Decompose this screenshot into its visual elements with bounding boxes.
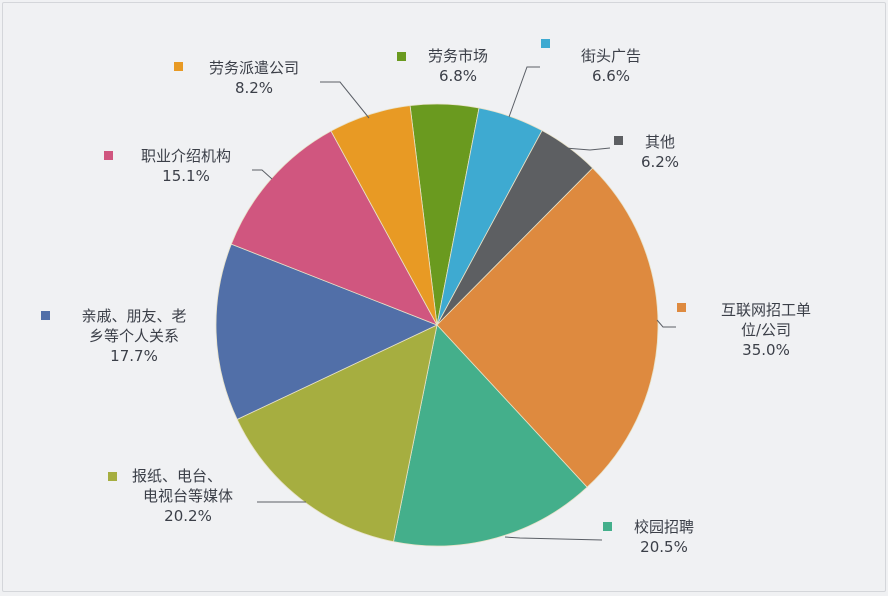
label-percent: 6.6% — [591, 67, 631, 85]
pie-slice-campus — [393, 324, 588, 547]
pie-slice-internet — [436, 167, 659, 488]
label-name: 劳务市场 — [427, 47, 488, 65]
label-media: 报纸、电台、 电视台等媒体 20.2% — [124, 466, 252, 526]
label-name: 互联网招工单 — [720, 301, 811, 319]
label-percent: 20.2% — [164, 507, 212, 525]
leader-line-campus — [504, 536, 603, 541]
label-name: 街头广告 — [580, 47, 641, 65]
label-name: 职业介绍机构 — [140, 147, 231, 165]
leader-line-other — [564, 147, 611, 151]
label-name: 报纸、电台、 — [132, 467, 223, 485]
pie-slices — [215, 103, 659, 547]
leader-line-agency — [252, 169, 273, 180]
leader-line-internet — [656, 319, 676, 328]
label-labor-market: 劳务市场 6.8% — [412, 46, 504, 86]
label-agency: 职业介绍机构 15.1% — [124, 146, 248, 186]
label-percent: 8.2% — [234, 79, 274, 97]
label-relations: 亲戚、朋友、老 乡等个人关系 17.7% — [64, 306, 204, 366]
legend-swatch-internet — [677, 303, 686, 312]
label-name: 位/公司 — [740, 321, 792, 339]
label-percent: 6.2% — [640, 153, 680, 171]
label-street-ads: 街头广告 6.6% — [566, 46, 656, 86]
label-other: 其他 6.2% — [632, 132, 688, 172]
legend-swatch-labor-market — [397, 52, 406, 61]
legend-swatch-other — [614, 136, 623, 145]
label-percent: 15.1% — [162, 167, 210, 185]
leader-line-street-ads — [508, 66, 540, 118]
label-percent: 35.0% — [742, 341, 790, 359]
leader-line-dispatch — [320, 81, 370, 119]
legend-swatch-dispatch — [174, 62, 183, 71]
label-name: 校园招聘 — [633, 518, 694, 536]
label-name: 亲戚、朋友、老 — [81, 307, 187, 325]
label-percent: 20.5% — [640, 538, 688, 556]
legend-swatch-media — [108, 472, 117, 481]
label-name: 乡等个人关系 — [88, 327, 179, 345]
label-name: 其他 — [644, 133, 675, 151]
label-internet: 互联网招工单 位/公司 35.0% — [702, 300, 830, 360]
label-percent: 6.8% — [438, 67, 478, 85]
pie-slice-dispatch — [330, 105, 438, 326]
legend-swatch-agency — [104, 151, 113, 160]
label-percent: 17.7% — [110, 347, 158, 365]
label-dispatch: 劳务派遣公司 8.2% — [192, 58, 316, 98]
label-name: 劳务派遣公司 — [208, 59, 299, 77]
label-campus: 校园招聘 20.5% — [622, 517, 706, 557]
legend-swatch-campus — [603, 522, 612, 531]
label-name: 电视台等媒体 — [142, 487, 233, 505]
legend-swatch-street-ads — [541, 39, 550, 48]
pie-slice-media — [236, 324, 438, 543]
legend-swatch-relations — [41, 311, 50, 320]
pie-slice-relations — [215, 243, 439, 420]
leader-lines — [252, 66, 676, 541]
